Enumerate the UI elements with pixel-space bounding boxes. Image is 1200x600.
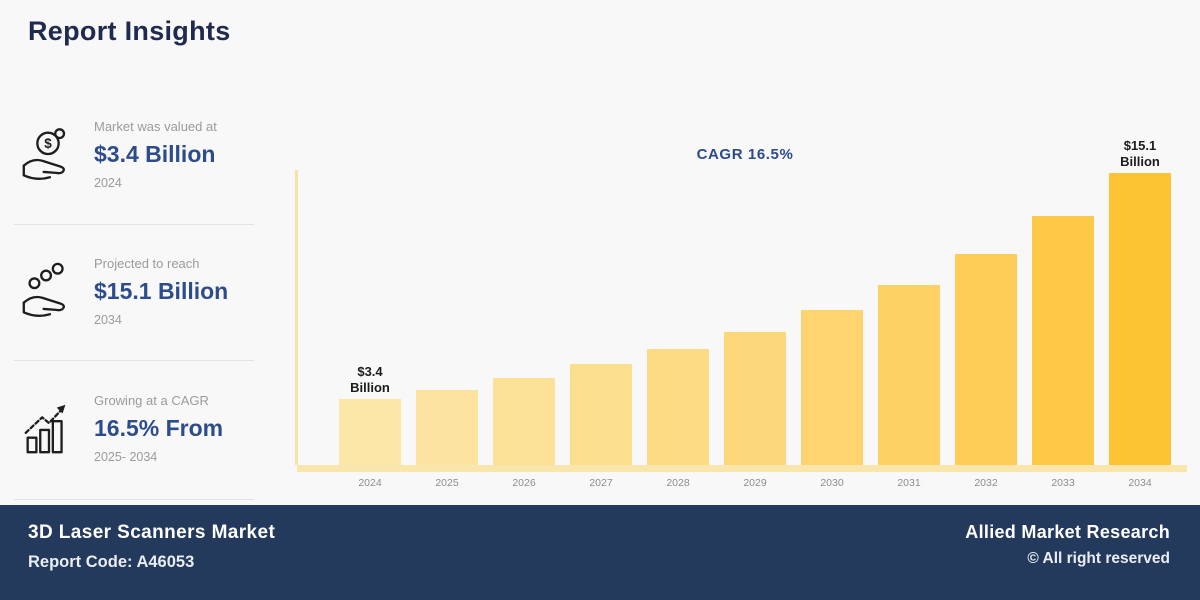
x-axis-label: 2025 — [435, 477, 459, 489]
x-axis-label: 2026 — [512, 477, 536, 489]
bar-2025 — [416, 390, 478, 465]
bar-column: 2030 — [801, 310, 863, 489]
bar-column: 2026 — [493, 378, 555, 489]
bar-column: 2029 — [724, 332, 786, 489]
bar-2029 — [724, 332, 786, 465]
stat-value: $3.4 Billion — [94, 140, 216, 167]
bar-column: 2027 — [570, 364, 632, 489]
x-axis-label: 2027 — [589, 477, 613, 489]
investment-growth-icon — [14, 258, 82, 324]
stat-text: Projected to reach $15.1 Billion 2034 — [94, 256, 228, 327]
copyright-notice: © All right reserved — [1027, 550, 1170, 567]
stat-label: Projected to reach — [94, 255, 200, 271]
x-axis-label: 2030 — [820, 477, 844, 489]
growth-chart-icon — [14, 395, 82, 461]
stat-market-value: $ Market was valued at $3.4 Billion 2024 — [14, 93, 270, 215]
company-name: Allied Market Research — [965, 522, 1170, 542]
bar-column: 2028 — [647, 349, 709, 489]
svg-text:$: $ — [44, 136, 52, 151]
cagr-chart-label: CAGR 16.5% — [696, 146, 794, 163]
bar-column: $3.4 Billion 2024 — [339, 363, 401, 489]
bar-column: 2032 — [955, 254, 1017, 489]
market-growth-bar-chart: CAGR 16.5% $3.4 Billion 2024 2025 2026 2027 20… — [295, 137, 1195, 498]
stat-label: Market was valued at — [94, 118, 217, 134]
divider — [14, 499, 254, 500]
stat-text: Market was valued at $3.4 Billion 2024 — [94, 119, 217, 190]
bar-2024 — [339, 399, 401, 465]
stat-text: Growing at a CAGR 16.5% From 2025- 2034 — [94, 393, 223, 464]
stat-cagr: Growing at a CAGR 16.5% From 2025- 2034 — [14, 366, 270, 490]
stat-value: $15.1 Billion — [94, 277, 229, 304]
money-in-hand-icon: $ — [14, 121, 82, 187]
x-axis-label: 2033 — [1051, 477, 1075, 489]
bar-column: 2033 — [1032, 216, 1094, 489]
stat-period: 2024 — [94, 175, 122, 190]
x-axis-label: 2031 — [897, 477, 921, 489]
bar-2026 — [493, 378, 555, 465]
x-axis-label: 2024 — [358, 477, 382, 489]
bar-2031 — [878, 285, 940, 465]
bar-2027 — [570, 364, 632, 465]
bar-column: 2031 — [878, 285, 940, 489]
x-axis-baseline — [297, 465, 1187, 472]
footer-bar: 3D Laser Scanners Market Report Code: A4… — [0, 505, 1200, 600]
page-title: Report Insights — [28, 16, 231, 46]
divider — [14, 360, 254, 361]
x-axis-label: 2029 — [743, 477, 767, 489]
bar-value-label: $3.4 Billion — [350, 363, 390, 395]
x-axis-label: 2034 — [1128, 477, 1152, 489]
y-axis-line — [295, 170, 298, 465]
stat-period: 2034 — [94, 312, 122, 327]
bar-column: $15.1 Billion 2034 — [1109, 137, 1171, 489]
bar-2033 — [1032, 216, 1094, 465]
bar-2028 — [647, 349, 709, 465]
x-axis-label: 2028 — [666, 477, 690, 489]
stat-period: 2025- 2034 — [94, 449, 158, 464]
report-code: Report Code: A46053 — [28, 553, 195, 571]
market-name: 3D Laser Scanners Market — [28, 522, 276, 543]
bar-2034 — [1109, 173, 1171, 465]
bar-value-label: $15.1 Billion — [1120, 137, 1160, 169]
x-axis-label: 2032 — [974, 477, 998, 489]
divider — [14, 224, 254, 225]
bar-2030 — [801, 310, 863, 465]
footer-right: Allied Market Research © All right reser… — [965, 522, 1170, 568]
footer-left: 3D Laser Scanners Market Report Code: A4… — [28, 522, 275, 572]
stat-projection: Projected to reach $15.1 Billion 2034 — [14, 230, 270, 352]
bar-group: $3.4 Billion 2024 2025 2026 2027 2028 2029 2030 2… — [339, 137, 1171, 489]
bar-column: 2025 — [416, 390, 478, 489]
stat-value: 16.5% From — [94, 414, 224, 441]
stat-label: Growing at a CAGR — [94, 392, 209, 408]
bar-2032 — [955, 254, 1017, 465]
